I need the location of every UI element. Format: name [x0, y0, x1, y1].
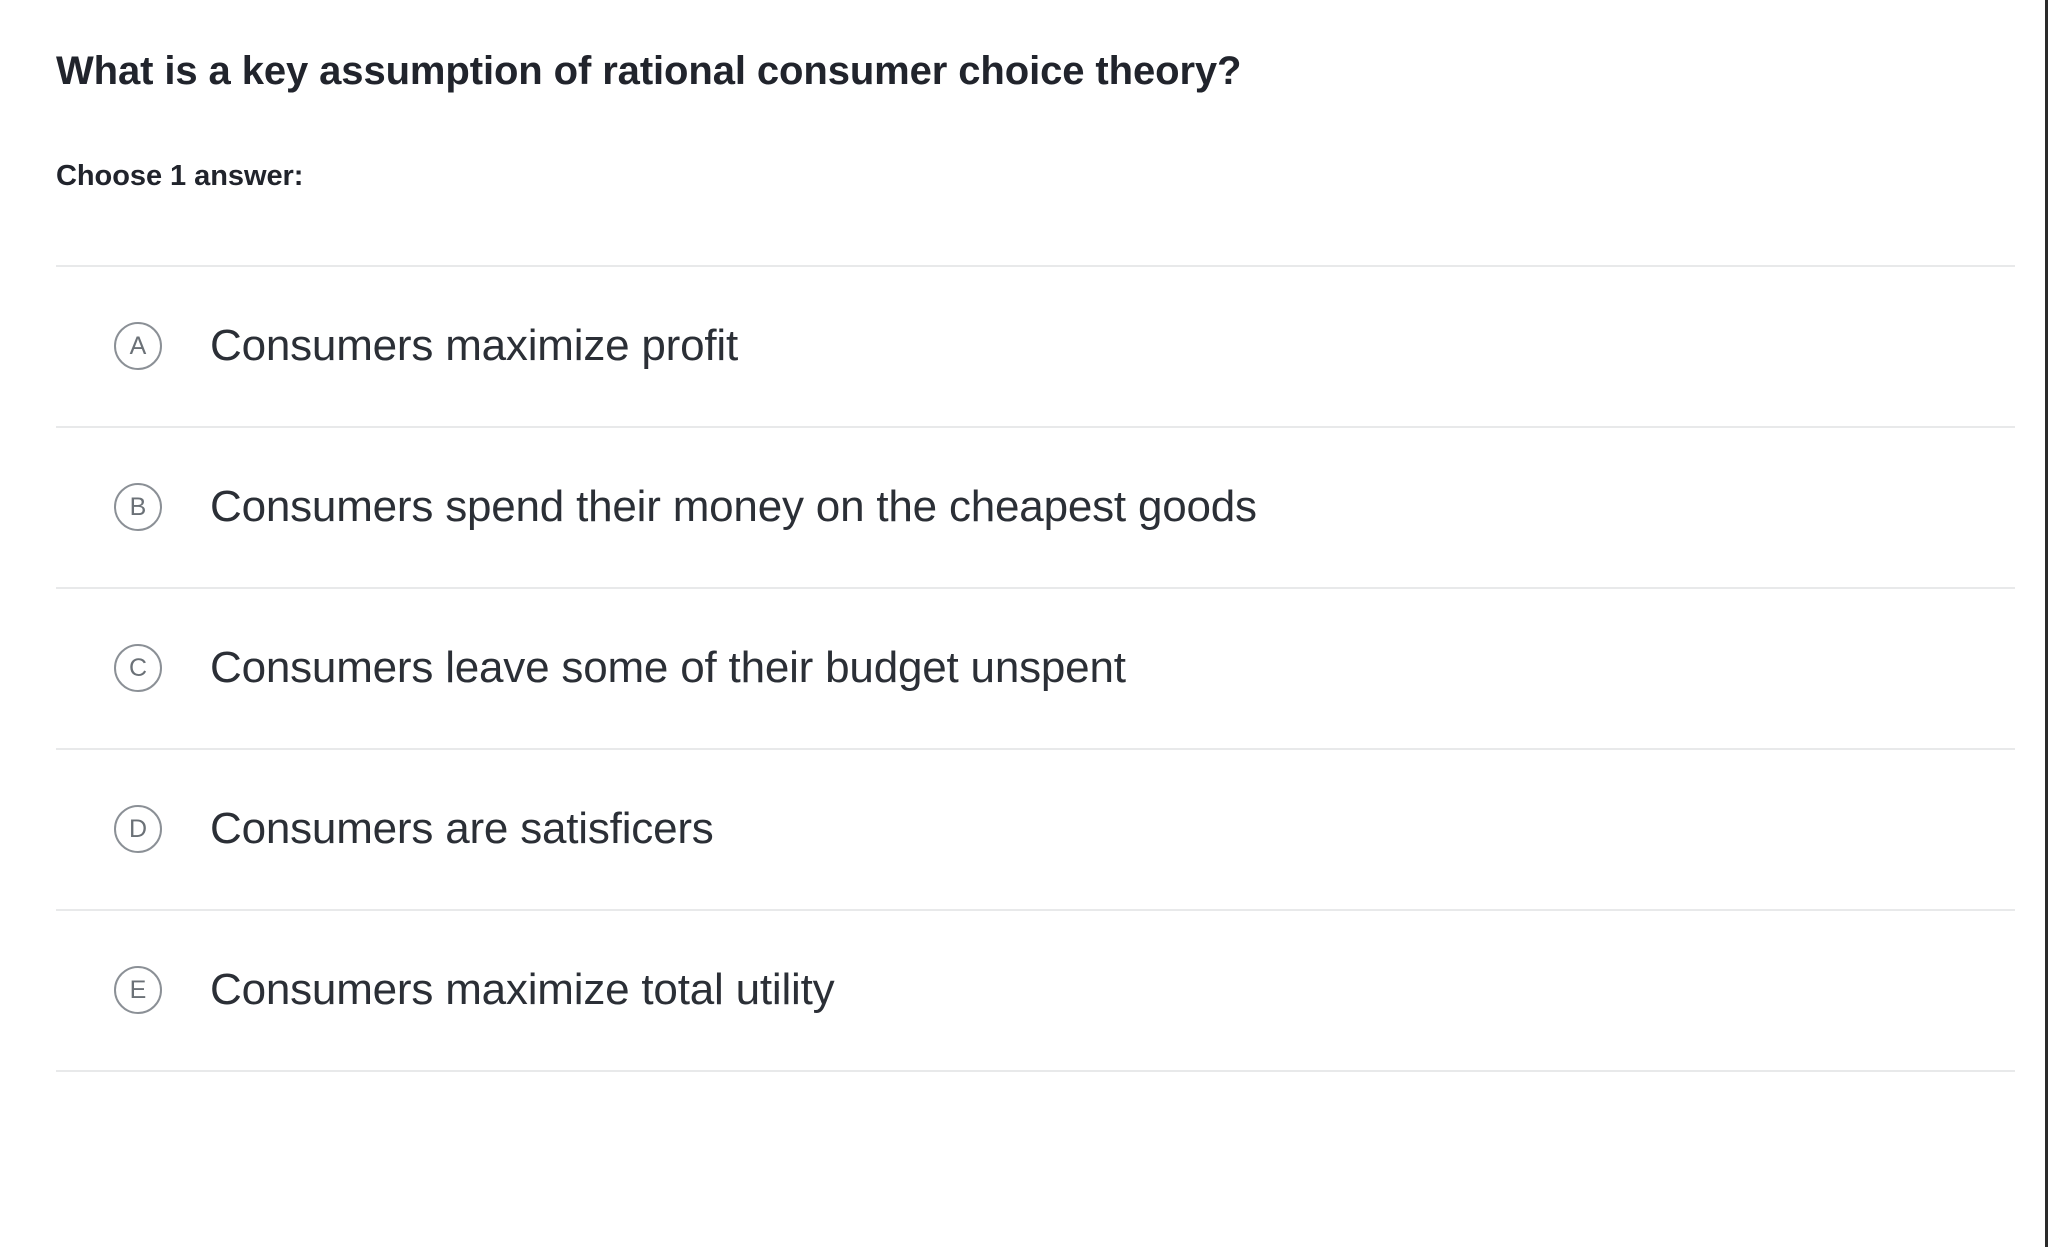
answer-option-e[interactable]: E Consumers maximize total utility — [56, 911, 2015, 1072]
option-letter-badge-b: B — [114, 483, 162, 532]
option-letter-badge-a: A — [114, 322, 162, 371]
answer-options-list: A Consumers maximize profit B Consumers … — [56, 264, 2015, 1072]
answer-option-d[interactable]: D Consumers are satisficers — [56, 750, 2015, 911]
answer-option-c[interactable]: C Consumers leave some of their budget u… — [56, 589, 2015, 750]
option-letter-badge-c: C — [114, 644, 162, 693]
option-letter-badge-e: E — [114, 966, 162, 1015]
question-title: What is a key assumption of rational con… — [56, 49, 1242, 93]
option-label-b: Consumers spend their money on the cheap… — [210, 481, 1257, 531]
choose-answer-instruction: Choose 1 answer: — [56, 160, 304, 193]
option-label-e: Consumers maximize total utility — [210, 964, 835, 1014]
option-label-a: Consumers maximize profit — [210, 320, 739, 370]
option-label-d: Consumers are satisficers — [210, 803, 714, 853]
question-content: What is a key assumption of rational con… — [56, 0, 2015, 1072]
answer-option-a[interactable]: A Consumers maximize profit — [56, 267, 2015, 428]
answer-option-b[interactable]: B Consumers spend their money on the che… — [56, 428, 2015, 589]
option-letter-badge-d: D — [114, 805, 162, 854]
option-label-c: Consumers leave some of their budget uns… — [210, 642, 1126, 692]
